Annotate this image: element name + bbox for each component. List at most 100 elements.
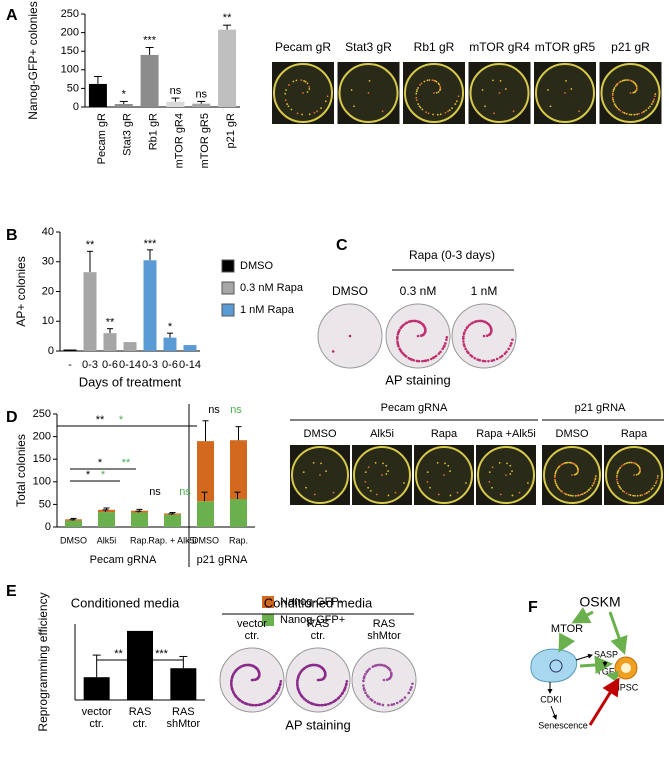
colony [554,480,557,482]
colony [397,344,400,348]
colony [373,700,377,704]
y-tick-label: 0 [45,521,51,533]
bar [140,54,159,107]
colony [278,683,282,687]
significance: * [168,321,173,333]
colony [302,667,306,670]
colony [265,700,269,704]
colony [616,474,618,477]
colony [479,319,482,323]
colony [245,663,249,667]
colony [368,80,371,82]
colony [399,699,402,703]
colony [302,697,306,700]
colony [287,105,290,108]
colony [257,703,260,707]
bar-segment [131,512,148,527]
colony [570,461,572,464]
colony [639,469,641,472]
image-label: Stat3 gR [345,40,392,54]
colony [364,691,367,695]
colony [650,488,653,491]
colony [618,486,621,488]
colony [445,335,449,339]
colony [343,687,347,690]
colony [387,470,389,473]
legend-label: Nanog-GFP- [280,596,343,608]
colony [302,471,305,474]
colony [367,92,370,94]
node-label: CDKI [540,694,562,704]
image-label: vector ctr. [237,618,267,642]
colony [651,101,654,104]
colony [633,113,636,116]
colony [575,465,578,468]
colony [388,676,392,680]
colony [573,463,576,466]
colony [613,88,615,91]
colony [230,676,234,679]
colony [499,80,502,82]
x-tick-label: - [68,359,72,371]
colony [385,464,388,467]
bar [83,677,110,700]
colony [594,478,597,481]
y-tick-label: 250 [33,408,51,420]
colony [499,355,502,359]
colony [554,474,556,476]
colony [485,334,489,338]
colony [467,351,470,355]
bar [103,333,117,351]
colony [423,359,426,363]
image-label: 1 nM [471,284,498,298]
colony [417,103,420,105]
image-label: mTOR gR4 [469,40,530,54]
colony [326,95,329,98]
legend-label: 1 nM Rapa [240,304,295,316]
colony [483,359,487,363]
colony [300,79,303,82]
colony [316,110,318,113]
colony [382,664,386,667]
colony [623,491,626,493]
colony [476,358,479,361]
colony [308,664,311,667]
colony [487,359,490,363]
colony [350,89,353,91]
colony [462,332,466,336]
colony [400,698,404,702]
colony [627,493,630,496]
colony [437,352,441,355]
colony [505,350,508,354]
colony [576,470,579,473]
colony [583,492,586,494]
bar [63,349,77,351]
image-label: DMSO [556,428,589,440]
colony [571,474,573,476]
colony [511,494,514,497]
significance: ** [96,414,105,426]
colony [625,492,628,495]
image-label: DMSO [304,428,337,440]
y-tick-label: 250 [61,8,79,20]
colony [344,683,348,687]
colony [365,670,369,674]
colony [409,319,413,323]
colony [431,356,435,360]
colony [623,79,626,82]
colony [482,334,486,338]
colony [618,467,621,470]
colony [248,663,251,667]
significance: * [101,469,106,481]
x-tick-label: Rap. + Alk5i [148,535,196,545]
colony [456,491,459,494]
colony [574,494,577,497]
colony [234,694,238,698]
significance: * [86,469,91,481]
bar [166,101,185,107]
colony [547,89,549,91]
colony [564,92,566,94]
bar-segment [164,514,181,527]
colony [617,107,620,110]
colony [395,701,399,705]
